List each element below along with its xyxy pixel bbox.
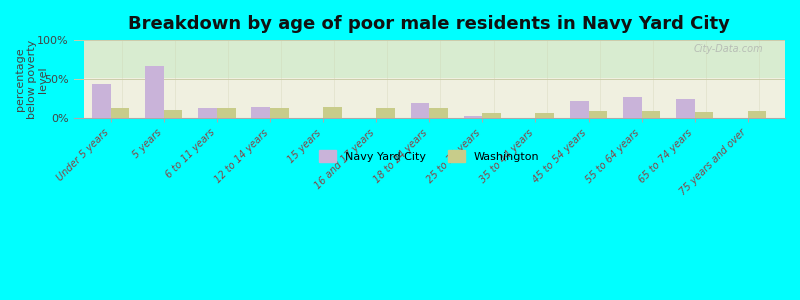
Bar: [676, 99, 694, 118]
Title: Breakdown by age of poor male residents in Navy Yard City: Breakdown by age of poor male residents …: [128, 15, 730, 33]
Legend: Navy Yard City, Washington: Navy Yard City, Washington: [315, 146, 544, 166]
Bar: [694, 112, 714, 119]
Bar: [410, 103, 430, 118]
Bar: [323, 107, 342, 118]
Bar: [164, 110, 182, 118]
Bar: [482, 113, 501, 118]
Bar: [217, 107, 235, 118]
Bar: [430, 107, 448, 118]
Bar: [251, 107, 270, 118]
Text: City-Data.com: City-Data.com: [694, 44, 764, 54]
Bar: [623, 97, 642, 119]
Bar: [111, 108, 130, 118]
Y-axis label: percentage
below poverty
level: percentage below poverty level: [15, 40, 48, 119]
Bar: [748, 111, 766, 118]
Bar: [92, 84, 111, 119]
Bar: [535, 113, 554, 118]
Bar: [146, 66, 164, 118]
Bar: [570, 101, 589, 118]
Bar: [589, 111, 607, 119]
Bar: [376, 108, 395, 118]
Bar: [270, 107, 289, 118]
Bar: [198, 108, 217, 118]
Bar: [464, 116, 482, 119]
Bar: [642, 111, 660, 119]
